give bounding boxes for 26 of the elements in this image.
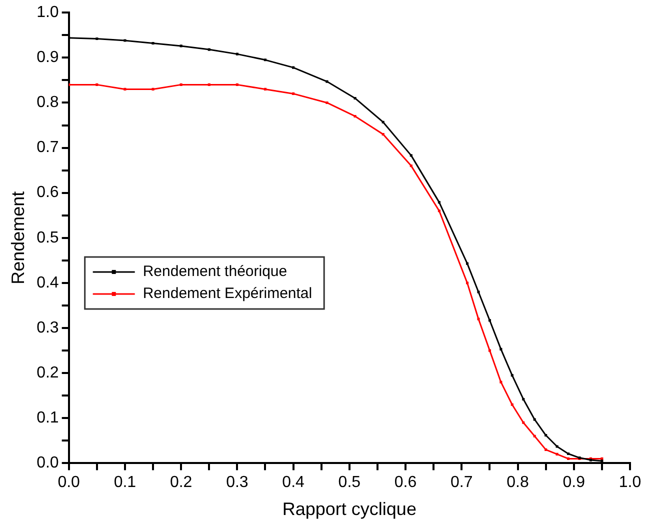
x-tick-label: 0.5 (338, 474, 361, 492)
y-tick-label: 0.1 (36, 410, 59, 427)
x-tick-label: 0.4 (282, 474, 305, 492)
x-tick-label: 0.3 (226, 474, 248, 492)
x-tick-label: 0.2 (170, 474, 192, 492)
x-tick-label: 0.0 (58, 474, 80, 492)
y-axis-title: Rendement (8, 191, 28, 284)
x-tick-label: 0.6 (394, 474, 417, 492)
y-tick-label: 0.2 (36, 364, 59, 382)
y-tick-label: 0.7 (36, 139, 59, 156)
x-tick-label: 0.8 (506, 474, 529, 492)
y-tick-label: 0.9 (36, 49, 59, 66)
y-tick-label: 0.4 (36, 274, 59, 292)
legend-label: Rendement Expérimental (142, 285, 312, 302)
x-tick-label: 1.0 (618, 474, 642, 492)
x-tick-label: 0.9 (562, 474, 586, 492)
y-tick-label: 1.0 (36, 4, 59, 22)
y-tick-label: 0.3 (36, 319, 59, 336)
x-tick-label: 0.1 (114, 474, 136, 492)
y-tick-label: 0.5 (36, 229, 59, 246)
x-axis-title: Rapport cyclique (282, 499, 416, 520)
y-tick-label: 0.6 (36, 184, 59, 202)
x-tick-label: 0.7 (450, 474, 473, 492)
legend-label: Rendement théorique (142, 263, 288, 280)
y-tick-label: 0.8 (36, 94, 59, 112)
y-tick-label: 0.0 (36, 454, 59, 472)
